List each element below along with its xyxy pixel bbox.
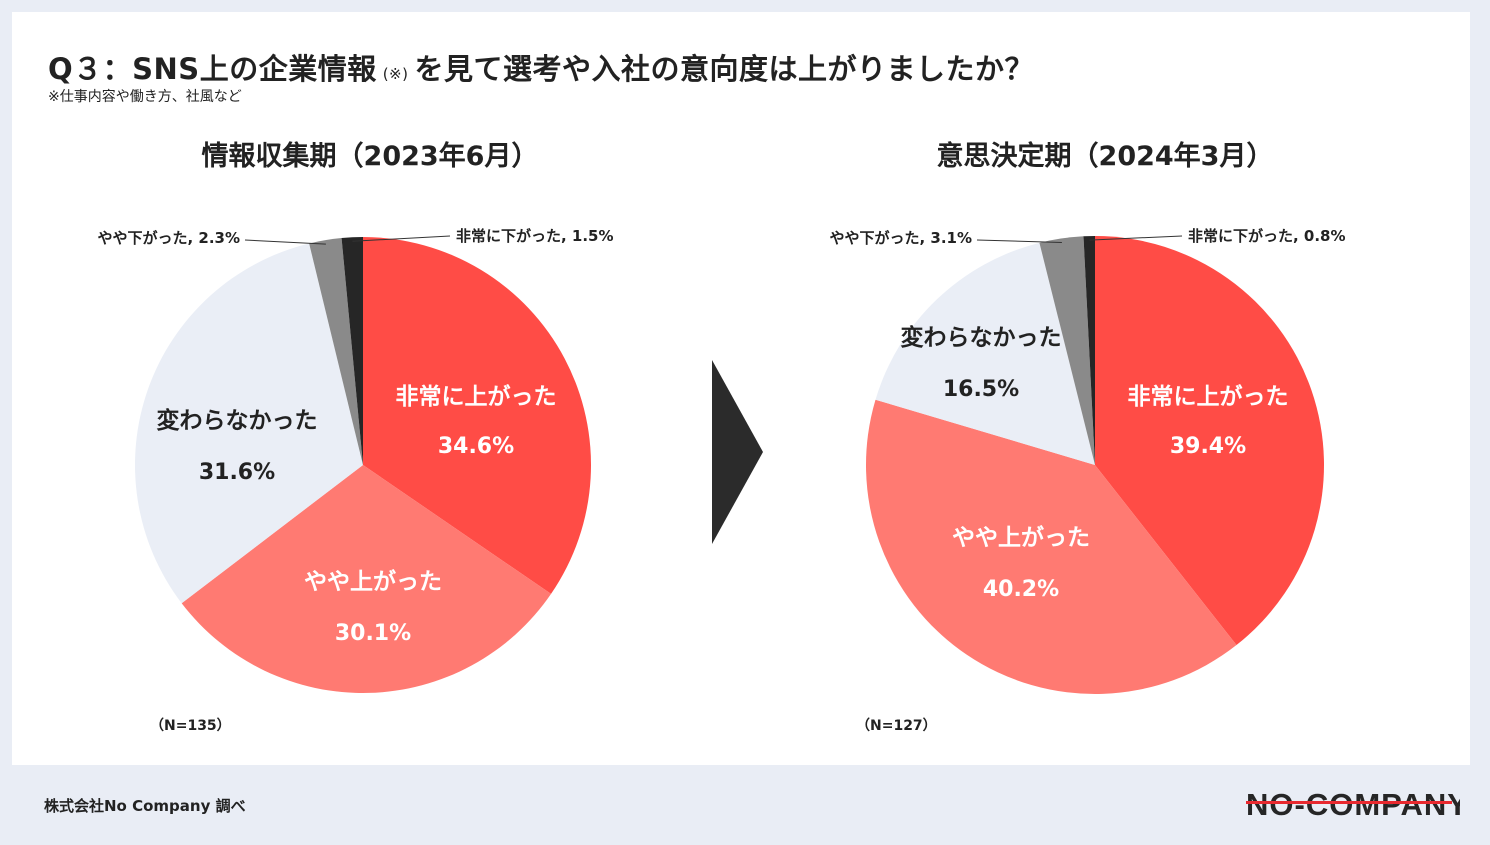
pie-slice-no-change (875, 242, 1095, 465)
slice-label: 変わらなかった (901, 324, 1062, 351)
pie-slice-very-up (363, 237, 592, 594)
callout-leader-line (352, 235, 451, 242)
title-note-mark: (※) (382, 65, 409, 83)
slice-value-label: 31.6% (199, 460, 275, 485)
callout-label: 非常に下がった, 1.5% (456, 227, 614, 245)
slice-label: 変わらなかった (157, 407, 318, 434)
title-main: Q３：SNS上の企業情報 (48, 52, 377, 86)
slice-label: 非常に上がった (396, 383, 557, 410)
callout-label: やや下がった, 3.1% (829, 229, 972, 247)
slice-value-label: 40.2% (983, 577, 1059, 602)
callout-leader-line (976, 239, 1062, 243)
slice-label: やや上がった (952, 524, 1090, 551)
callout-label: 非常に下がった, 0.8% (1188, 227, 1346, 245)
callout-leader-line (244, 239, 326, 245)
pie-slice-very-up (1095, 236, 1325, 646)
pie-slice-no-change (134, 243, 363, 604)
slice-label: やや上がった (304, 568, 442, 595)
slice-value-label: 34.6% (438, 434, 514, 459)
page-title: Q３：SNS上の企業情報 (※) を見て選考や入社の意向度は上がりましたか？ (48, 46, 1034, 88)
pie-slice-very-down (1083, 236, 1095, 465)
callout-label: やや下がった, 2.3% (97, 229, 240, 247)
subnote: ※仕事内容や働き方、社風など (48, 89, 242, 105)
slice-value-label: 30.1% (335, 621, 411, 646)
slice-value-label: 16.5% (943, 377, 1019, 402)
callout-leader-line (1089, 235, 1183, 241)
chart-title-decision: 意思決定期（2024年3月） (936, 141, 1274, 172)
slice-value-label: 39.4% (1170, 434, 1246, 459)
pie-slice-very-down (341, 237, 363, 465)
pie-slice-slightly-up (181, 465, 552, 694)
company-logo: NO-COMPANY (1246, 787, 1460, 820)
pie-slice-slightly-down (1039, 236, 1095, 465)
chevron-right-icon (712, 360, 763, 544)
sample-size-label: （N=135） (150, 718, 231, 734)
title-rest: を見て選考や入社の意向度は上がりましたか？ (414, 52, 1034, 86)
sample-size-label: （N=127） (856, 718, 937, 734)
source-note: 株式会社No Company 調べ (44, 797, 246, 815)
pie-slice-slightly-up (866, 399, 1237, 694)
pie-slice-slightly-down (309, 238, 363, 465)
chart-title-info-gathering: 情報収集期（2023年6月） (201, 141, 539, 172)
slice-label: 非常に上がった (1128, 383, 1289, 410)
